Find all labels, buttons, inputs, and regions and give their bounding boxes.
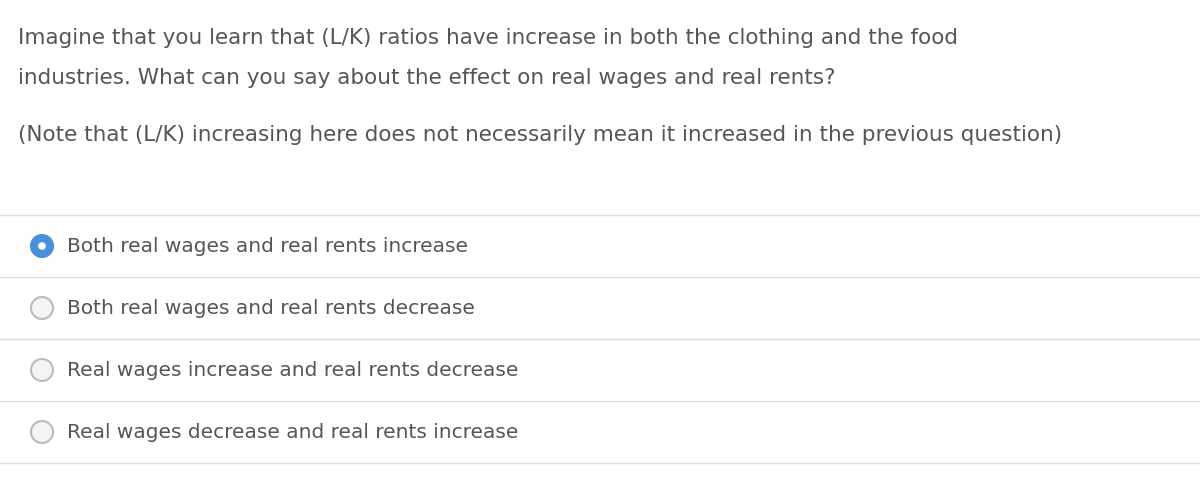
Circle shape bbox=[38, 242, 46, 250]
Circle shape bbox=[31, 235, 53, 257]
Text: industries. What can you say about the effect on real wages and real rents?: industries. What can you say about the e… bbox=[18, 68, 835, 88]
Text: Real wages decrease and real rents increase: Real wages decrease and real rents incre… bbox=[67, 423, 518, 442]
Text: Imagine that you learn that (L/K) ratios have increase in both the clothing and : Imagine that you learn that (L/K) ratios… bbox=[18, 28, 958, 48]
Text: Both real wages and real rents increase: Both real wages and real rents increase bbox=[67, 236, 468, 256]
Text: Real wages increase and real rents decrease: Real wages increase and real rents decre… bbox=[67, 361, 518, 379]
Circle shape bbox=[31, 421, 53, 443]
Circle shape bbox=[31, 297, 53, 319]
Text: Both real wages and real rents decrease: Both real wages and real rents decrease bbox=[67, 298, 475, 317]
Circle shape bbox=[31, 359, 53, 381]
Text: (Note that (L/K) increasing here does not necessarily mean it increased in the p: (Note that (L/K) increasing here does no… bbox=[18, 125, 1062, 145]
